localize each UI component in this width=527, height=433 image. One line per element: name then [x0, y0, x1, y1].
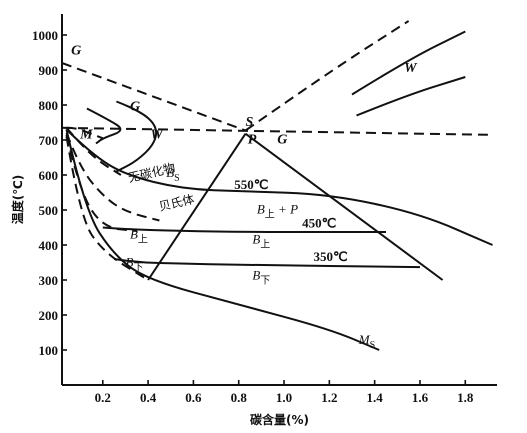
x-tick-label: 0.2 — [95, 390, 111, 405]
x-axis-label: 碳含量(%) — [250, 412, 309, 427]
y-tick-label: 1000 — [32, 28, 58, 43]
region-label-b-lower-region: B下 — [125, 255, 143, 274]
x-tick-label: 1.6 — [412, 390, 429, 405]
x-tick-label: 0.8 — [231, 390, 248, 405]
temp-annotation-t550: 550℃ — [234, 177, 268, 192]
region-label-b-upper-region: B上 — [130, 227, 148, 246]
curve-a1 — [61, 126, 488, 136]
x-tick-label: 1.8 — [457, 390, 474, 405]
x-tick-label: 0.6 — [185, 390, 202, 405]
point-label-g-right: G — [277, 133, 287, 148]
y-tick-label: 200 — [39, 308, 59, 323]
y-tick-label: 800 — [39, 98, 59, 113]
point-label-g-top: G — [71, 43, 81, 58]
x-tick-label: 1.4 — [367, 390, 384, 405]
curve-m-dash-3 — [65, 134, 137, 232]
point-label-p: P — [248, 133, 257, 148]
region-label-ms: MS — [358, 332, 375, 351]
y-tick-label: 500 — [39, 203, 59, 218]
x-tick-label: 1.2 — [321, 390, 337, 405]
curve-acm — [244, 20, 410, 132]
y-axis-label: 温度(℃) — [10, 175, 25, 225]
plot-frame — [61, 14, 497, 386]
curve-ms — [65, 129, 380, 351]
curve-p-left-proeutectoid- — [147, 133, 247, 281]
point-label-s: S — [246, 115, 254, 130]
y-tick-label: 300 — [39, 273, 59, 288]
y-tick-label: 400 — [39, 238, 59, 253]
temp-annotation-t450: 450℃ — [302, 216, 336, 231]
region-label-w-left: W — [150, 127, 164, 142]
region-text-beishiti: 贝氏体 — [158, 192, 196, 214]
temp-annotation-t350: 350℃ — [313, 249, 347, 264]
curve-b-lower-curve — [113, 258, 421, 269]
x-tick-label: 0.4 — [140, 390, 157, 405]
curve-g-boundary-0-12- — [86, 107, 122, 145]
curve-m-dash-2 — [65, 132, 160, 222]
y-tick-label: 900 — [39, 63, 59, 78]
curve-m-boundary-upper — [66, 126, 104, 140]
curve-bs-line — [65, 128, 493, 246]
region-label-m: M — [79, 127, 93, 142]
curve-b-upper-curve — [102, 226, 386, 233]
curve-w-right-lower — [356, 76, 466, 117]
region-label-b-lower-350: B下 — [252, 267, 270, 286]
curve-m-dash-1 — [65, 127, 122, 176]
curve-w-right-upper — [351, 30, 466, 96]
region-label-w-right: W — [404, 61, 418, 76]
curve-p-right — [244, 132, 444, 281]
point-label-g-mid: G — [130, 99, 140, 114]
axis-ticks: 0.2 0.4 0.6 0.8 1.0 1.2 1.4 1.6 1.8 100 200 300 400 5… — [32, 28, 474, 405]
curve-g-s-a3- — [61, 62, 246, 132]
y-tick-label: 100 — [39, 343, 59, 358]
curve-m-dash-4 — [65, 136, 149, 281]
region-label-b-upper-450: B上 — [252, 231, 270, 250]
region-label-bs: BS — [166, 165, 180, 184]
y-tick-label: 600 — [39, 168, 59, 183]
curve-w-upper-curve — [115, 100, 158, 173]
x-tick-label: 1.0 — [276, 390, 292, 405]
y-tick-label: 700 — [39, 133, 59, 148]
region-label-b-upper-p: B上 + P — [257, 202, 298, 221]
diagram-curves — [61, 20, 493, 351]
